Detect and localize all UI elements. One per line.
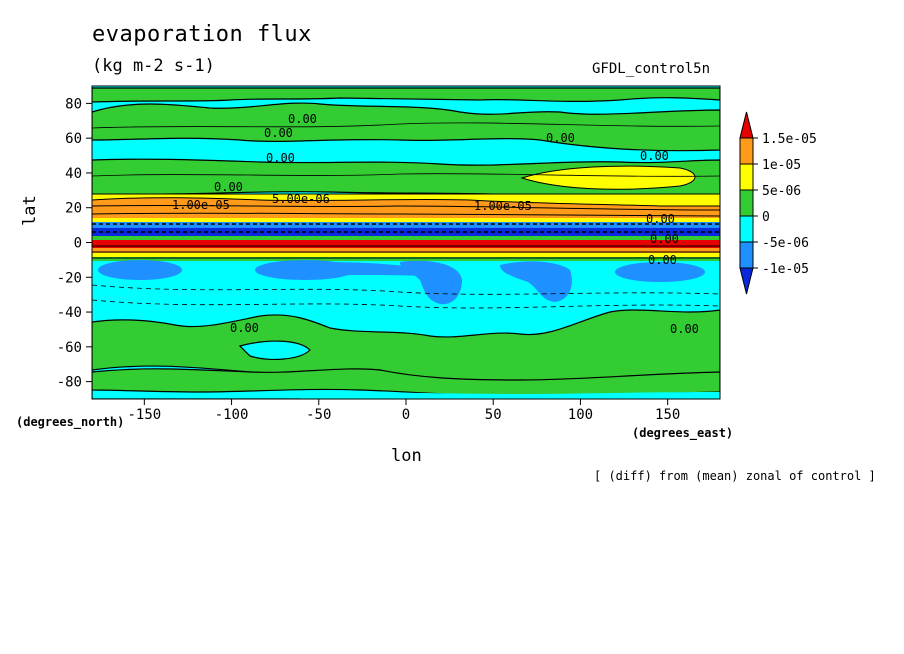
band-north-40-yellow — [520, 165, 696, 190]
band-south-cyan-bottom — [300, 392, 720, 399]
band-orange-s — [92, 248, 720, 253]
band-north-polar — [92, 87, 720, 103]
contour-label: 0.00 — [650, 232, 679, 246]
dataset-label: GFDL_control5n — [592, 61, 711, 77]
y-tick-label: -80 — [57, 375, 82, 391]
cell-blue-bridge — [300, 262, 420, 276]
contour-label: 0.00 — [648, 253, 677, 267]
contour-label: 0.00 — [264, 126, 293, 140]
contour-label: 1.00e-05 — [172, 198, 230, 212]
y-tick-label: -20 — [57, 270, 82, 286]
cell-blue-1 — [98, 260, 182, 280]
colorbar-label: -5e-06 — [762, 236, 809, 251]
band-south-islands — [238, 340, 311, 360]
x-tick-label: 150 — [655, 407, 680, 423]
y-tick-label: 40 — [65, 166, 82, 182]
y-tick-label: 0 — [74, 236, 82, 252]
cell-blue-5 — [615, 262, 705, 282]
colorbar: 1.5e-05 1e-05 5e-06 0 -5e-06 -1e-05 — [739, 111, 817, 295]
y-tick-label: -40 — [57, 305, 82, 321]
colorbar-label: 0 — [762, 210, 770, 225]
contour-label: 0.00 — [266, 151, 295, 165]
contour-lines — [92, 122, 720, 309]
y-axis: -80 -60 -40 -20 0 20 40 60 80 — [57, 96, 92, 391]
plot-area — [92, 86, 720, 399]
band-north-60 — [92, 102, 720, 152]
x-tick-label: 0 — [402, 407, 410, 423]
band-yellow-12 — [92, 218, 720, 223]
band-green-0 — [92, 236, 720, 240]
contour-label: 0.00 — [214, 180, 243, 194]
x-tick-label: -50 — [306, 407, 331, 423]
x-axis: -150 -100 -50 0 50 100 150 — [127, 399, 680, 423]
chart-units: (kg m-2 s-1) — [92, 56, 215, 76]
contour-label-layer: 0.000.000.000.000.000.005.00e-061.00e-05… — [172, 112, 699, 336]
y-tick-label: 20 — [65, 201, 82, 217]
x-tick-label: 50 — [485, 407, 502, 423]
colorbar-over-triangle — [739, 111, 754, 139]
y-tick-label: 80 — [65, 96, 82, 112]
contour-label: 0.00 — [640, 149, 669, 163]
contour-label: 0.00 — [230, 321, 259, 335]
contour-label: 0.00 — [546, 131, 575, 145]
colorbar-label: -1e-05 — [762, 262, 809, 277]
computation-note: [ (diff) from (mean) zonal of control ] — [594, 469, 876, 483]
band-green-s — [92, 257, 720, 261]
band-orange-20 — [92, 197, 720, 223]
colorbar-segment — [739, 163, 754, 191]
x-tick-label: -150 — [127, 407, 161, 423]
cell-blue-4 — [500, 261, 572, 302]
contour-label: 5.00e-06 — [272, 192, 330, 206]
x-axis-units: (degrees_east) — [632, 426, 734, 440]
colorbar-label: 5e-06 — [762, 184, 801, 199]
contour-label: 1.00e-05 — [474, 199, 532, 213]
colorbar-segment — [739, 137, 754, 165]
contour-label: 0.00 — [670, 322, 699, 336]
contour-label: 0.00 — [646, 212, 675, 226]
y-tick-label: -60 — [57, 340, 82, 356]
x-tick-label: -100 — [215, 407, 249, 423]
colorbar-label: 1.5e-05 — [762, 132, 817, 147]
chart-title: evaporation flux — [92, 22, 312, 47]
x-tick-label: 100 — [568, 407, 593, 423]
band-yellow-s — [92, 253, 720, 257]
colorbar-segment — [739, 241, 754, 269]
colorbar-segment — [739, 189, 754, 217]
contour-label: 0.00 — [288, 112, 317, 126]
colorbar-segment — [739, 215, 754, 243]
colorbar-label: 1e-05 — [762, 158, 801, 173]
colorbar-under-triangle — [739, 267, 754, 295]
y-axis-units: (degrees_north) — [16, 415, 125, 429]
band-south-green-lower — [92, 368, 720, 397]
band-red-eq — [92, 240, 720, 248]
band-darkblue-5 — [92, 228, 720, 236]
x-axis-label: lon — [391, 446, 422, 466]
y-tick-label: 60 — [65, 131, 82, 147]
